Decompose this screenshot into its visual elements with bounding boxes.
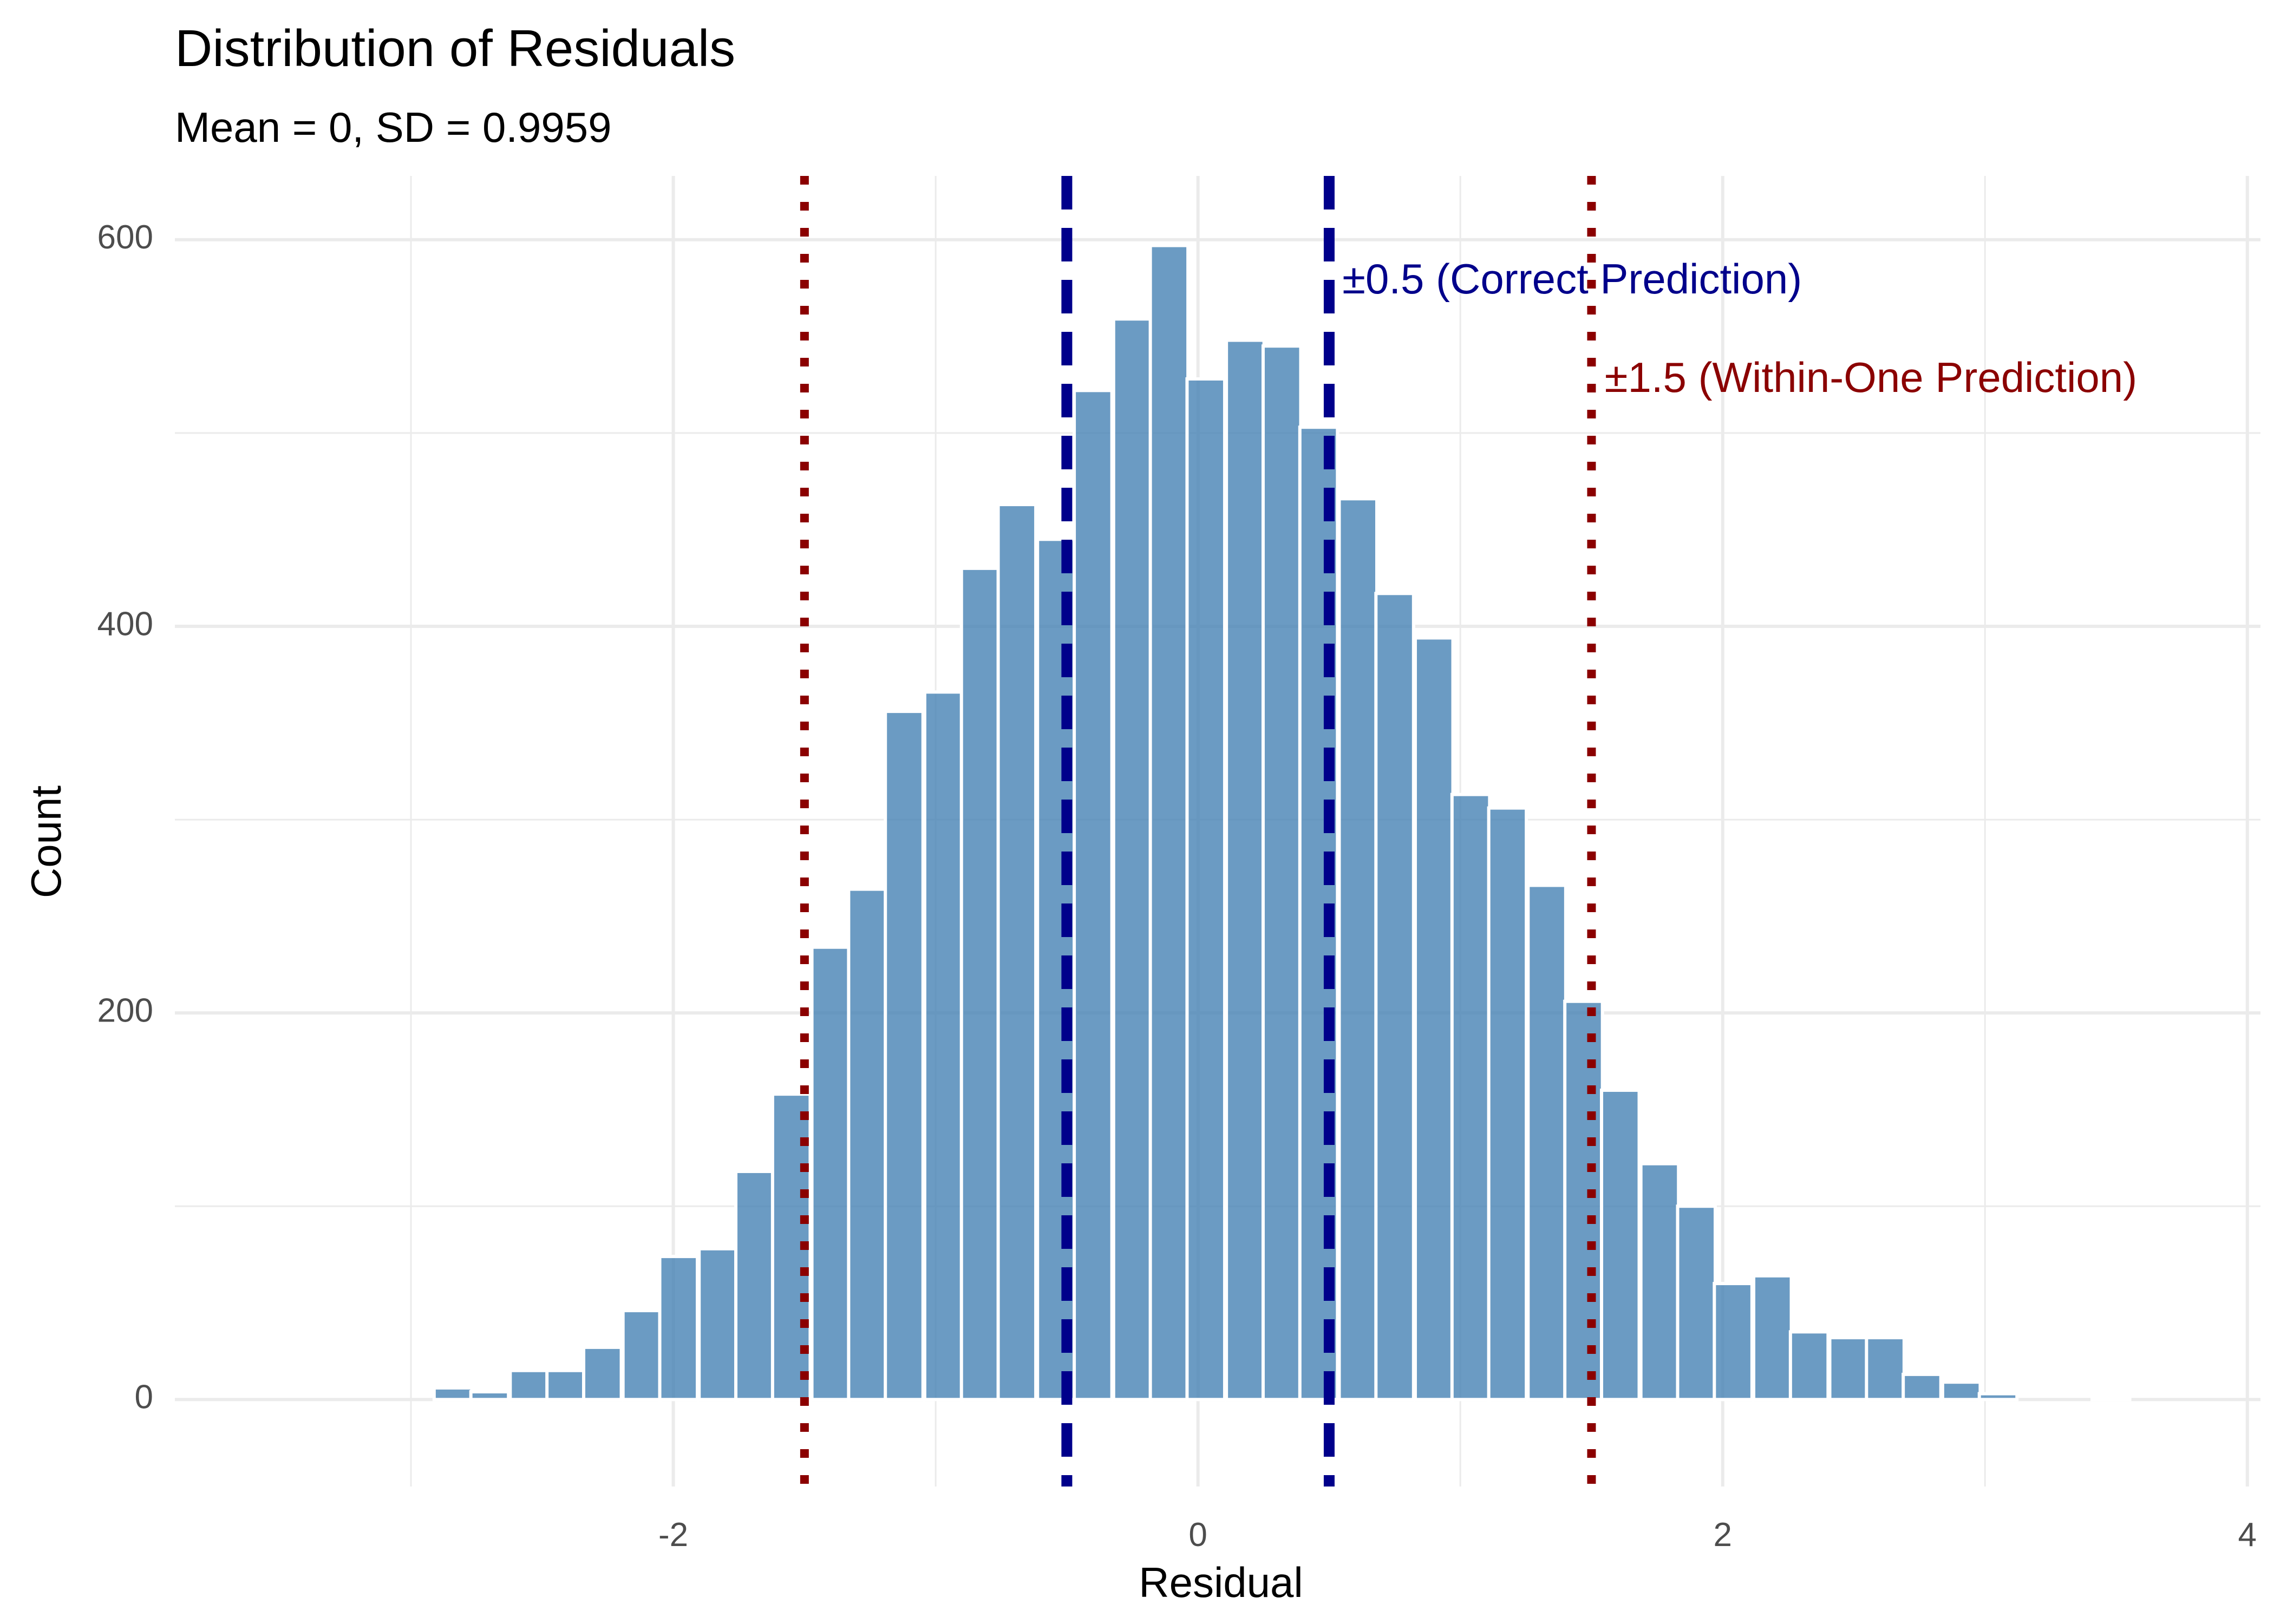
chart-title: Distribution of Residuals	[175, 19, 735, 77]
histogram-bar	[1112, 317, 1153, 1402]
histogram-bar	[1337, 497, 1378, 1402]
y-tick-label: 400	[97, 605, 153, 643]
histogram-bars	[432, 244, 2132, 1402]
histogram-bar	[1073, 389, 1114, 1402]
histogram-bar	[810, 945, 852, 1402]
histogram-bar	[996, 503, 1038, 1402]
y-tick-label: 0	[135, 1379, 153, 1416]
y-tick-label: 600	[97, 219, 153, 256]
histogram-bar	[734, 1169, 775, 1402]
histogram-bar	[2090, 1396, 2132, 1402]
x-axis-ticks: -2 0 2 4	[658, 1516, 2257, 1554]
histogram-bar	[658, 1255, 700, 1402]
correct-prediction-label: ±0.5 (Correct Prediction)	[1342, 255, 1802, 303]
histogram-bar	[1374, 592, 1415, 1402]
histogram-bar	[1865, 1336, 1906, 1402]
histogram-bar	[884, 710, 925, 1402]
histogram-bar	[621, 1309, 663, 1402]
x-tick-label: 4	[2238, 1516, 2257, 1554]
histogram-bar	[1788, 1330, 1830, 1402]
histogram-bar	[1148, 244, 1190, 1402]
x-axis-title: Residual	[1139, 1558, 1303, 1606]
histogram-bar	[508, 1368, 550, 1402]
histogram-bar	[697, 1247, 739, 1402]
reference-lines	[800, 176, 1596, 1487]
histogram-bar	[432, 1386, 474, 1402]
y-axis-title: Count	[22, 785, 70, 898]
histogram-bar	[1450, 793, 1492, 1402]
y-axis-ticks: 0 200 400 600	[97, 219, 153, 1416]
histogram-bar	[1261, 344, 1303, 1402]
histogram-bar	[1526, 883, 1567, 1402]
y-tick-label: 200	[97, 992, 153, 1030]
histogram-bar	[1676, 1204, 1717, 1402]
chart-subtitle: Mean = 0, SD = 0.9959	[175, 103, 612, 151]
histogram-bar	[923, 690, 964, 1402]
histogram-bar	[469, 1390, 511, 1402]
histogram-bar	[1413, 636, 1455, 1402]
x-tick-label: 0	[1188, 1516, 1207, 1554]
histogram-bar	[1185, 377, 1226, 1402]
histogram-bar	[1977, 1392, 2019, 1402]
histogram-bar	[1901, 1372, 1943, 1402]
histogram-bar	[1940, 1380, 1982, 1402]
histogram-bar	[1225, 338, 1266, 1402]
histogram-bar	[1752, 1274, 1793, 1402]
x-tick-label: -2	[658, 1516, 688, 1554]
annotations: ±0.5 (Correct Prediction) ±1.5 (Within-On…	[1342, 255, 2137, 401]
histogram-bar	[1599, 1088, 1641, 1402]
histogram-bar	[1713, 1282, 1754, 1402]
histogram-bar	[959, 566, 1001, 1402]
histogram-bar	[1639, 1162, 1681, 1402]
histogram-bar	[1563, 999, 1604, 1402]
histogram-bar	[847, 887, 888, 1402]
within-one-label: ±1.5 (Within-One Prediction)	[1605, 353, 2138, 401]
histogram-bar	[545, 1368, 586, 1402]
histogram-bar	[1487, 806, 1528, 1402]
histogram-bar	[582, 1345, 623, 1402]
x-tick-label: 2	[1713, 1516, 1731, 1554]
histogram-bar	[1828, 1336, 1870, 1402]
